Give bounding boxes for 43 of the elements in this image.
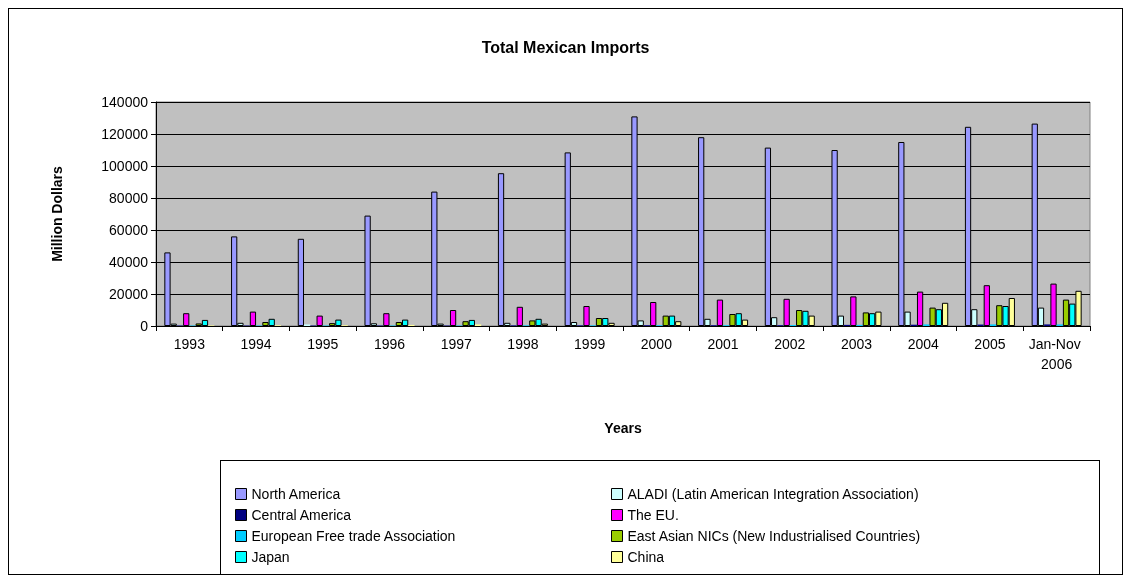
x-tick-label: 2003 bbox=[840, 336, 873, 352]
x-tick-label: 1994 bbox=[240, 336, 272, 352]
legend-label: European Free trade Association bbox=[251, 528, 456, 544]
y-tick-label: 0 bbox=[140, 318, 149, 334]
bar bbox=[249, 311, 257, 326]
bar bbox=[516, 306, 523, 326]
x-tick-label: 2001 bbox=[707, 336, 739, 352]
y-tick-label: 100000 bbox=[101, 158, 149, 174]
legend-label: East Asian NICs (New Industrialised Countries) bbox=[627, 528, 921, 544]
y-tick-label: 60000 bbox=[109, 222, 149, 238]
x-tick-label: 2005 bbox=[974, 336, 1006, 352]
y-tick-label: 40000 bbox=[109, 254, 149, 270]
x-tick-label: 1997 bbox=[440, 336, 472, 352]
x-tick-label: 1995 bbox=[307, 336, 339, 352]
legend-label: ALADI (Latin American Integration Association) bbox=[627, 486, 919, 502]
chart-title: Total Mexican Imports bbox=[481, 38, 650, 56]
bar bbox=[583, 306, 590, 326]
y-tick-label: 20000 bbox=[109, 286, 149, 302]
y-tick-label: 140000 bbox=[101, 94, 149, 110]
x-tick-label: Jan-Nov 2006 bbox=[1028, 336, 1085, 372]
legend-label: China bbox=[627, 549, 665, 565]
legend-label: North America bbox=[251, 486, 341, 502]
x-tick-label: 2004 bbox=[907, 336, 939, 352]
x-tick-label: 2002 bbox=[774, 336, 806, 352]
bar bbox=[650, 302, 657, 326]
bar bbox=[383, 313, 390, 326]
x-tick-label: 1998 bbox=[507, 336, 539, 352]
bar bbox=[316, 315, 323, 326]
bar bbox=[783, 298, 790, 326]
bar bbox=[449, 310, 457, 326]
bar bbox=[716, 299, 724, 326]
x-tick-label: 1996 bbox=[373, 336, 406, 352]
x-tick-label: 1999 bbox=[574, 336, 606, 352]
y-tick-label: 80000 bbox=[109, 190, 149, 206]
legend-label: Central America bbox=[251, 507, 352, 523]
bar bbox=[183, 313, 190, 326]
x-tick-label: 1993 bbox=[173, 336, 206, 352]
y-tick-label: 120000 bbox=[101, 126, 149, 142]
y-axis-title: Million Dollars bbox=[49, 165, 65, 262]
x-tick-label: 2000 bbox=[640, 336, 673, 352]
legend-label: The EU. bbox=[627, 507, 679, 523]
x-axis-title: Years bbox=[604, 420, 642, 436]
legend-label: Japan bbox=[251, 549, 290, 565]
